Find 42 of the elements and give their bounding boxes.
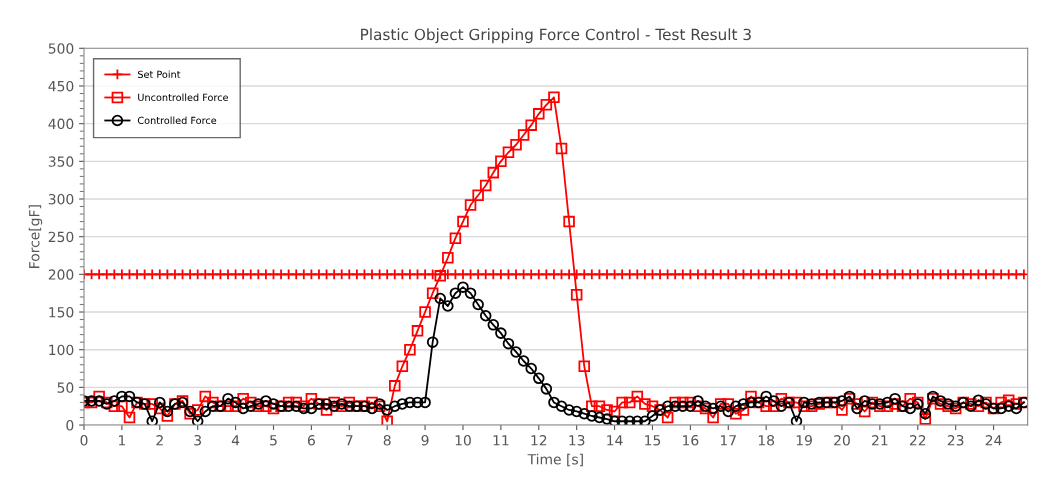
y-tick-label: 0	[66, 420, 74, 431]
x-tick-label: 23	[947, 435, 964, 446]
x-tick-label: 1	[119, 435, 126, 446]
y-tick-label: 450	[48, 80, 74, 92]
x-axis-title: Time [s]	[527, 453, 583, 467]
y-tick-label: 250	[48, 231, 74, 243]
y-tick-label: 500	[48, 43, 74, 54]
x-tick-label: 10	[455, 435, 471, 446]
y-axis-title: Force[gF]	[28, 205, 43, 268]
x-tick-label: 17	[720, 435, 736, 446]
y-tick-label: 350	[48, 156, 74, 167]
x-tick-label: 11	[493, 435, 509, 446]
legend-label: Uncontrolled Force	[138, 93, 229, 102]
legend-label: Set Point	[137, 70, 181, 78]
x-tick-label: 3	[194, 435, 201, 446]
x-tick-label: 13	[569, 435, 585, 446]
x-tick-label: 0	[80, 435, 88, 446]
x-tick-label: 12	[531, 435, 547, 446]
x-tick-label: 18	[758, 435, 775, 446]
y-tick-label: 400	[48, 118, 74, 130]
x-tick-label: 16	[683, 435, 699, 446]
x-tick-label: 24	[985, 435, 1002, 446]
x-tick-label: 19	[796, 435, 812, 446]
legend-label: Controlled Force	[137, 116, 217, 125]
chart-title: Plastic Object Gripping Force Control - Test Result 3	[361, 28, 751, 44]
y-tick-label: 50	[57, 382, 74, 393]
y-tick-label: 150	[49, 306, 74, 318]
x-tick-label: 15	[645, 435, 661, 446]
x-tick-label: 6	[307, 435, 315, 446]
x-tick-label: 14	[607, 435, 623, 446]
x-tick-label: 5	[270, 435, 277, 446]
y-tick-label: 100	[49, 344, 74, 356]
y-tick-label: 200	[48, 269, 74, 280]
x-tick-label: 20	[834, 435, 850, 446]
x-tick-label: 22	[909, 435, 926, 446]
y-tick-label: 300	[48, 193, 74, 205]
x-tick-label: 2	[156, 435, 163, 446]
x-tick-label: 9	[421, 435, 429, 446]
x-tick-label: 4	[231, 435, 240, 446]
x-tick-label: 8	[383, 435, 391, 446]
x-tick-label: 7	[346, 435, 353, 446]
x-tick-label: 21	[872, 435, 888, 446]
